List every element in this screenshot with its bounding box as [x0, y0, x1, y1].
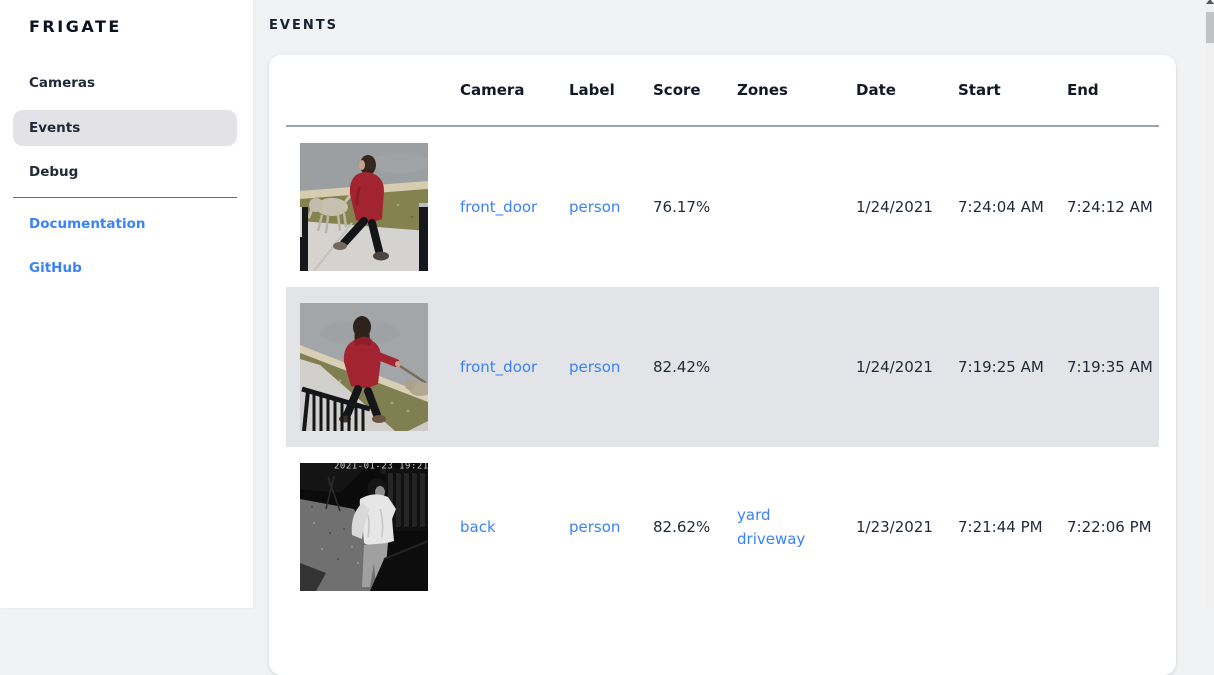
- date-value: 1/24/2021: [856, 198, 933, 216]
- end-value: 7:19:35 AM: [1067, 358, 1153, 376]
- column-header-date: Date: [856, 81, 896, 99]
- event-thumbnail[interactable]: [300, 143, 428, 271]
- column-header-start: Start: [958, 81, 1001, 99]
- end-value: 7:24:12 AM: [1067, 198, 1153, 216]
- sidebar-item-debug[interactable]: Debug: [13, 154, 237, 190]
- zones-cell: yard driveway: [723, 503, 842, 551]
- start-value: 7:19:25 AM: [958, 358, 1044, 376]
- sidebar-item-events[interactable]: Events: [13, 110, 237, 146]
- table-row[interactable]: back person 82.62% yard driveway 1/23/202…: [286, 447, 1159, 607]
- camera-link[interactable]: back: [460, 518, 496, 536]
- scrollbar[interactable]: [1206, 0, 1214, 608]
- camera-link[interactable]: front_door: [460, 198, 538, 216]
- app-logo[interactable]: FRIGATE: [29, 17, 122, 36]
- scrollbar-thumb[interactable]: [1206, 12, 1214, 43]
- sidebar-item-cameras[interactable]: Cameras: [13, 65, 237, 101]
- start-value: 7:24:04 AM: [958, 198, 1044, 216]
- score-value: 82.62%: [653, 518, 711, 536]
- sidebar-item-label: Events: [29, 120, 81, 136]
- table-row[interactable]: front_door person 82.42% 1/24/2021 7:19:…: [286, 287, 1159, 447]
- column-header-zones: Zones: [737, 81, 788, 99]
- start-value: 7:21:44 PM: [958, 518, 1043, 536]
- sidebar-divider: [13, 197, 237, 198]
- table-row[interactable]: front_door person 76.17% 1/24/2021 7:24:…: [286, 127, 1159, 287]
- end-value: 7:22:06 PM: [1067, 518, 1152, 536]
- events-card: Camera Label Score Zones Date Start End …: [269, 55, 1176, 675]
- label-link[interactable]: person: [569, 518, 621, 536]
- sidebar-link-label: GitHub: [29, 260, 82, 276]
- sidebar: FRIGATE Cameras Events Debug Documentati…: [0, 0, 253, 608]
- sidebar-link-documentation[interactable]: Documentation: [13, 206, 237, 242]
- column-header-end: End: [1067, 81, 1099, 99]
- date-value: 1/23/2021: [856, 518, 933, 536]
- column-header-camera: Camera: [460, 81, 525, 99]
- zone-link[interactable]: driveway: [737, 530, 806, 548]
- event-thumbnail[interactable]: [300, 303, 428, 431]
- column-header-score: Score: [653, 81, 701, 99]
- table-header-row: Camera Label Score Zones Date Start End: [286, 55, 1159, 127]
- page-title: EVENTS: [269, 18, 338, 33]
- label-link[interactable]: person: [569, 358, 621, 376]
- event-thumbnail[interactable]: [300, 463, 428, 591]
- zone-link[interactable]: yard: [737, 506, 771, 524]
- date-value: 1/24/2021: [856, 358, 933, 376]
- table-body: front_door person 76.17% 1/24/2021 7:24:…: [286, 127, 1159, 607]
- score-value: 76.17%: [653, 198, 711, 216]
- scroll-up-arrow-icon[interactable]: [1206, 0, 1214, 4]
- label-link[interactable]: person: [569, 198, 621, 216]
- column-header-label: Label: [569, 81, 615, 99]
- sidebar-link-label: Documentation: [29, 216, 146, 232]
- sidebar-item-label: Cameras: [29, 75, 96, 91]
- sidebar-item-label: Debug: [29, 164, 79, 180]
- sidebar-link-github[interactable]: GitHub: [13, 250, 237, 286]
- camera-link[interactable]: front_door: [460, 358, 538, 376]
- score-value: 82.42%: [653, 358, 711, 376]
